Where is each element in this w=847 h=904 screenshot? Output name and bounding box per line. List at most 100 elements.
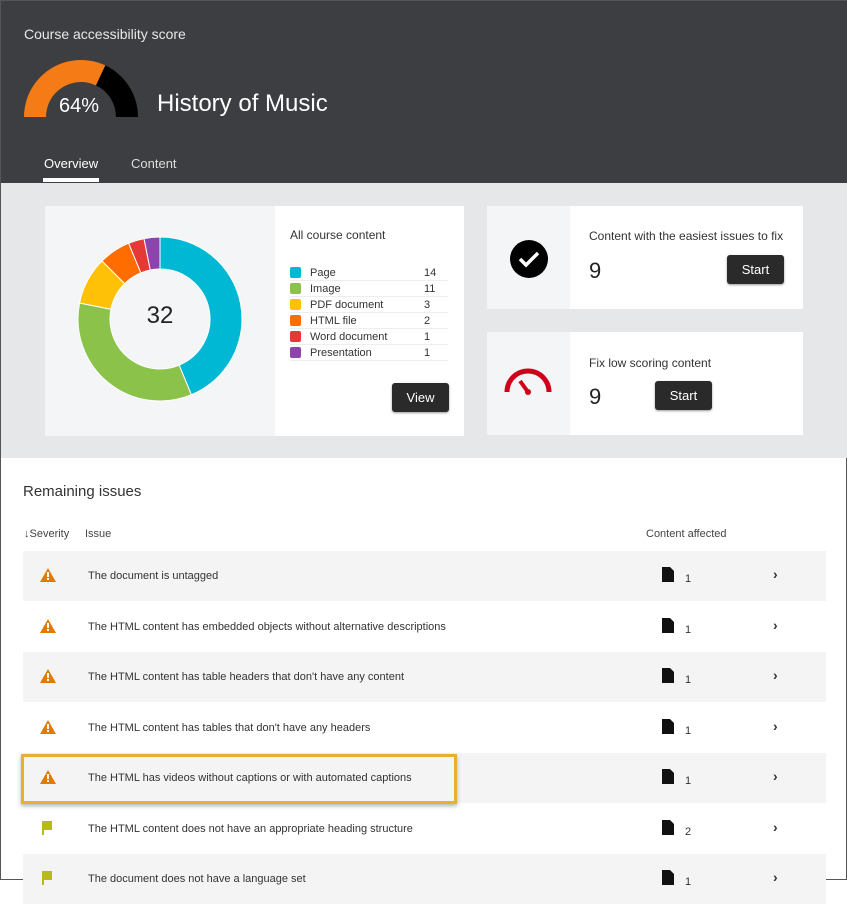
gauge-fill [24, 60, 106, 117]
legend-item: Image 11 [290, 281, 448, 297]
legend-item: Presentation 1 [290, 345, 448, 361]
low-card-count: 9 [589, 384, 602, 409]
low-card-title: Fix low scoring content [589, 356, 712, 370]
flag-icon [42, 820, 52, 835]
issue-row[interactable]: The HTML content has tables that don't h… [23, 703, 826, 753]
issue-row[interactable]: The HTML content does not have an approp… [23, 804, 826, 854]
low-score-card: Fix low scoring content 9 Start [487, 332, 803, 435]
legend-count: 3 [424, 298, 431, 311]
chevron-right-icon[interactable]: › [773, 566, 778, 582]
easy-card-title: Content with the easiest issues to fix [589, 229, 784, 243]
legend-swatch [290, 267, 301, 278]
issue-text: The HTML has videos without captions or … [88, 772, 412, 784]
issue-text: The HTML content has tables that don't h… [88, 721, 371, 734]
score-percent: 64% [59, 95, 100, 117]
legend-count: 1 [424, 330, 431, 343]
affected-count: 1 [685, 775, 692, 787]
document-icon [662, 668, 674, 683]
donut-slice-image[interactable] [77, 302, 193, 402]
score-gauge [24, 60, 138, 117]
low-start-button[interactable]: Start [655, 381, 712, 410]
affected-count: 1 [685, 724, 692, 737]
legend-count: 14 [424, 266, 437, 279]
legend-label: PDF document [310, 298, 384, 311]
checkmark-circle-icon [510, 240, 548, 278]
chevron-right-icon[interactable]: › [773, 717, 778, 734]
issue-row[interactable]: The document does not have a language se… [23, 854, 826, 904]
document-icon [662, 718, 674, 734]
warning-icon [40, 719, 56, 734]
issue-text: The document is untagged [88, 570, 219, 582]
donut-slice-presentation[interactable] [143, 236, 161, 271]
issue-row[interactable]: The HTML content has embedded objects wi… [23, 602, 826, 652]
affected-count: 1 [685, 623, 692, 636]
flag-icon [42, 871, 52, 885]
sort-down-arrow-icon: ↓ [24, 528, 30, 540]
gauge-remaining [95, 65, 138, 117]
legend-item: PDF document 3 [290, 297, 448, 313]
legend-count: 11 [424, 282, 436, 295]
warning-icon [40, 568, 56, 582]
issue-row[interactable]: The HTML has videos without captions or … [23, 753, 826, 803]
legend-label: Presentation [310, 346, 372, 359]
issue-text: The HTML content has embedded objects wi… [88, 620, 446, 633]
affected-count: 1 [685, 674, 692, 686]
legend-label: Page [310, 266, 336, 279]
course-title: History of Music [157, 90, 328, 117]
issue-row[interactable]: The document is untagged 1 › [23, 551, 826, 601]
document-icon [662, 819, 674, 835]
content-card: 32 All course content View [45, 206, 464, 436]
remaining-issues-title: Remaining issues [23, 483, 142, 500]
issue-column-header: Issue [85, 528, 112, 540]
document-icon [662, 567, 674, 582]
affected-count: 2 [685, 825, 692, 838]
content-total: 32 [146, 302, 174, 329]
legend-label: HTML file [310, 314, 357, 327]
legend-item: Word document 1 [290, 329, 448, 345]
warning-icon [40, 669, 56, 683]
chevron-right-icon[interactable]: › [773, 667, 778, 683]
warning-icon [40, 770, 56, 784]
legend-count: 2 [424, 314, 431, 327]
chevron-right-icon[interactable]: › [773, 869, 778, 885]
legend-swatch [290, 331, 301, 342]
issue-text: The HTML content does not have an approp… [88, 822, 413, 835]
severity-label: Severity [29, 528, 70, 540]
chevron-right-icon[interactable]: › [773, 616, 778, 633]
content-card-title: All course content [290, 228, 386, 242]
speedometer-icon [504, 368, 552, 395]
document-icon [662, 617, 674, 633]
legend-label: Image [310, 282, 341, 295]
legend-item: Page 14 [290, 265, 448, 281]
issue-text: The document does not have a language se… [88, 873, 306, 885]
tab-overview[interactable]: Overview [42, 156, 100, 182]
affected-count: 1 [685, 876, 692, 888]
content-affected-header: Content affected [646, 528, 727, 540]
legend-label: Word document [310, 330, 388, 343]
legend-swatch [290, 315, 301, 326]
warning-icon [40, 618, 56, 633]
score-label: Course accessibility score [24, 26, 186, 42]
course-header: Course accessibility score 64% History o… [1, 1, 847, 183]
easy-start-button[interactable]: Start [727, 255, 784, 284]
legend-count: 1 [424, 346, 431, 359]
highlight-box [21, 754, 457, 804]
legend-swatch [290, 283, 301, 294]
legend-swatch [290, 347, 301, 358]
legend-swatch [290, 299, 301, 310]
chevron-right-icon[interactable]: › [773, 818, 778, 835]
issue-text: The HTML content has table headers that … [88, 671, 405, 683]
document-icon [662, 870, 674, 885]
content-donut-chart [77, 236, 243, 402]
donut-slice-page[interactable] [159, 236, 243, 396]
document-icon [662, 769, 674, 784]
view-button[interactable]: View [392, 383, 449, 412]
legend-item: HTML file 2 [290, 313, 448, 329]
issue-row[interactable]: The HTML content has table headers that … [23, 652, 826, 702]
easy-issues-card: Content with the easiest issues to fix 9… [487, 206, 803, 309]
chevron-right-icon[interactable]: › [773, 768, 778, 784]
tab-content[interactable]: Content [131, 156, 177, 171]
content-legend: Page 14 Image 11 PDF document 3 HTML file 2 Word… [290, 265, 448, 361]
severity-sort-header[interactable]: ↓Severity [24, 528, 69, 540]
affected-count: 1 [685, 573, 692, 585]
